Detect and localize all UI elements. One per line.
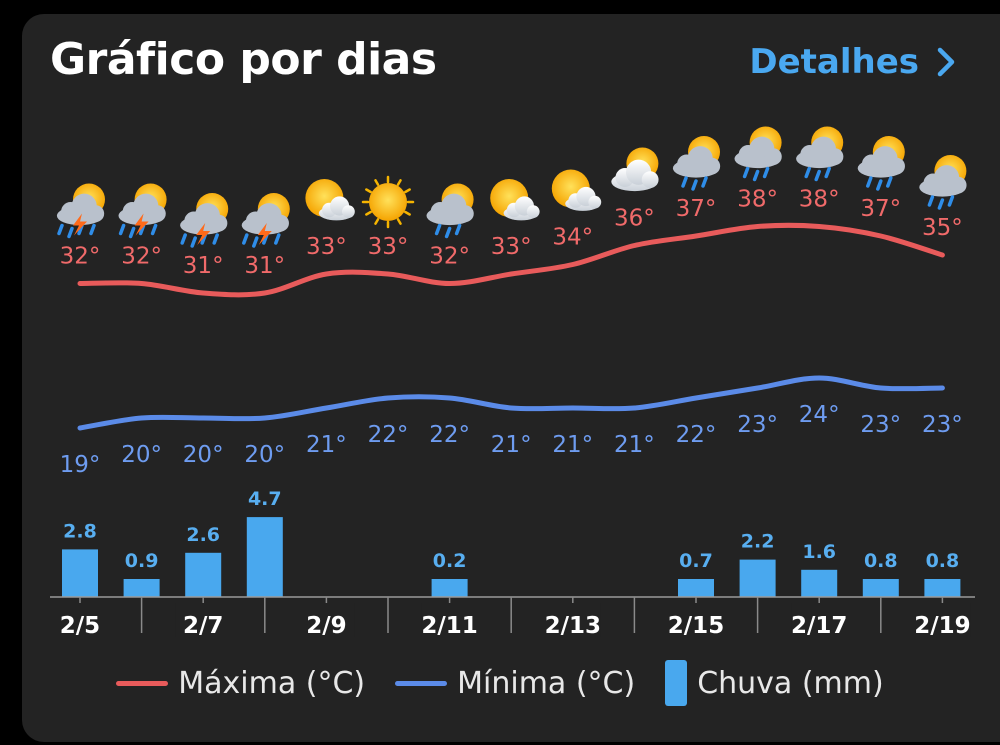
min-temp-label: 23° [922, 412, 963, 438]
x-tick-label: 2/17 [791, 613, 847, 639]
rain-sun-icon [426, 183, 474, 239]
rain-value-label: 0.7 [679, 550, 713, 572]
rain-value-label: 2.2 [741, 531, 775, 553]
cloudy-sun-icon [611, 147, 659, 192]
max-temp-line [77, 222, 945, 298]
max-temp-label: 33° [306, 234, 347, 260]
thunderstorm-sun-icon [56, 183, 105, 239]
rain-bar [62, 549, 98, 597]
rain-sun-icon [919, 155, 967, 210]
page-title: Gráfico por dias [50, 34, 437, 85]
rain-bar [801, 569, 838, 597]
legend-label-max: Máxima (°C) [178, 665, 366, 701]
rain-sun-icon [672, 136, 721, 191]
rain-bar [862, 579, 899, 597]
max-temp-label: 33° [368, 234, 409, 260]
x-tick-label: 2/13 [545, 613, 601, 639]
rain-value-label: 0.8 [864, 550, 898, 572]
min-temp-label: 24° [799, 402, 840, 428]
rain-bar [924, 579, 961, 597]
min-temp-line [77, 375, 945, 431]
chart-legend: Máxima (°C) Mínima (°C) Chuva (mm) [0, 660, 1000, 706]
legend-label-min: Mínima (°C) [457, 665, 636, 701]
max-temp-label: 32° [121, 244, 162, 270]
rain-bar [185, 552, 222, 597]
details-label: Detalhes [749, 42, 919, 82]
rain-value-label: 0.2 [433, 550, 467, 572]
max-temp-label: 38° [799, 187, 840, 213]
legend-item-max: Máxima (°C) [116, 666, 365, 701]
min-temp-label: 20° [244, 442, 285, 468]
legend-swatch-rain [665, 660, 688, 706]
partly-cloudy-icon [490, 179, 540, 221]
x-tick-label: 2/7 [183, 613, 223, 639]
sunny-icon [361, 175, 415, 229]
thunderstorm-sun-icon [118, 183, 167, 239]
thunderstorm-sun-icon [180, 193, 229, 248]
max-temp-label: 38° [737, 187, 778, 213]
min-temp-label: 21° [614, 432, 655, 458]
min-temp-label: 22° [368, 422, 409, 448]
x-tick-label: 2/5 [60, 613, 100, 639]
rain-bar [246, 517, 283, 597]
rain-value-label: 2.8 [63, 520, 97, 542]
max-temp-label: 31° [183, 253, 224, 279]
rain-value-label: 0.8 [926, 550, 960, 572]
max-temp-label: 37° [860, 196, 901, 222]
legend-item-rain: Chuva (mm) [665, 660, 884, 706]
x-tick-label: 2/19 [914, 613, 970, 639]
max-temp-label: 31° [244, 253, 285, 279]
min-temp-label: 20° [183, 442, 224, 468]
min-temp-label: 22° [676, 422, 717, 448]
rain-value-label: 1.6 [802, 541, 836, 563]
x-tick-label: 2/9 [306, 613, 346, 639]
details-link[interactable]: Detalhes [749, 42, 955, 82]
max-temp-label: 32° [429, 244, 470, 270]
max-temp-label: 32° [60, 244, 101, 270]
min-temp-label: 19° [60, 452, 101, 478]
min-temp-label: 23° [737, 412, 778, 438]
legend-item-min: Mínima (°C) [395, 666, 635, 701]
max-temp-label: 36° [614, 206, 655, 232]
legend-swatch-max [116, 680, 169, 686]
max-temp-label: 33° [491, 234, 532, 260]
max-temp-label: 35° [922, 215, 963, 241]
legend-label-rain: Chuva (mm) [697, 665, 884, 701]
rain-sun-icon [796, 126, 844, 182]
rain-bar [678, 579, 714, 597]
min-temp-label: 23° [860, 412, 901, 438]
max-temp-label: 37° [676, 196, 717, 222]
partly-cloudy-icon [551, 169, 602, 211]
rain-sun-icon [734, 126, 782, 182]
x-tick-label: 2/15 [668, 613, 724, 639]
x-tick-label: 2/11 [421, 613, 477, 639]
min-temp-label: 20° [121, 442, 162, 468]
rain-bar [123, 579, 160, 597]
rain-bar [739, 559, 776, 597]
min-temp-label: 21° [552, 432, 593, 458]
rain-sun-icon [857, 136, 905, 191]
thunderstorm-sun-icon [241, 193, 290, 248]
min-temp-label: 22° [429, 422, 470, 448]
chevron-right-icon [937, 47, 955, 77]
max-temp-label: 34° [552, 225, 593, 251]
legend-swatch-min [395, 680, 448, 686]
rain-value-label: 4.7 [248, 488, 282, 510]
min-temp-label: 21° [306, 432, 347, 458]
rain-bar [431, 579, 468, 597]
rain-value-label: 0.9 [125, 550, 159, 572]
min-temp-label: 21° [491, 432, 532, 458]
partly-cloudy-icon [305, 179, 355, 221]
rain-value-label: 2.6 [186, 524, 220, 546]
